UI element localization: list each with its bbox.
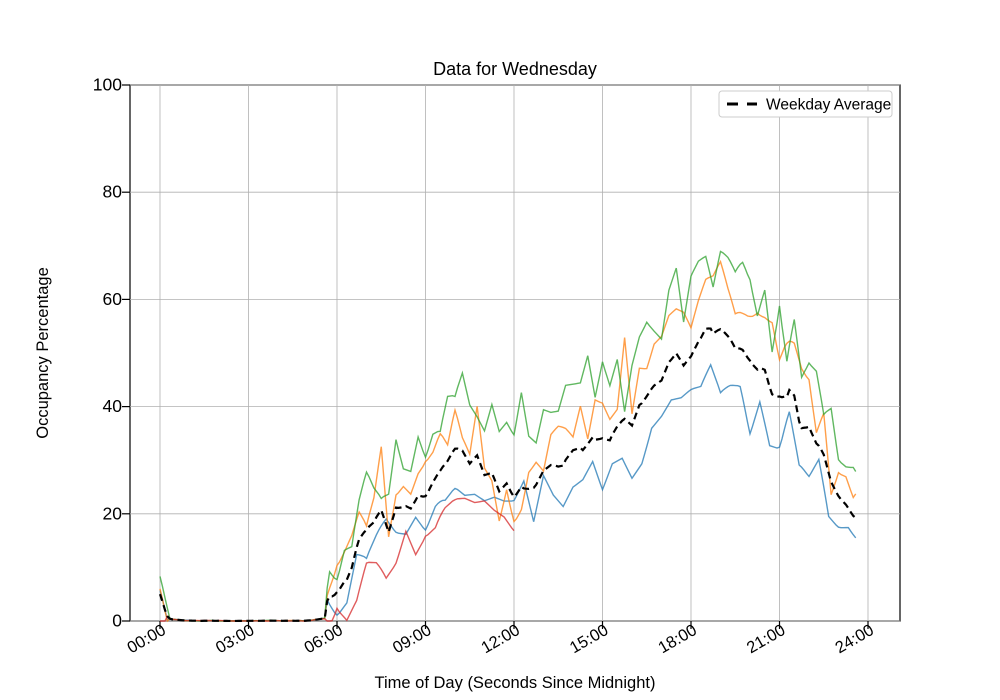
svg-text:Occupancy Percentage: Occupancy Percentage [34,267,52,439]
svg-text:60: 60 [103,289,123,309]
svg-text:80: 80 [103,182,123,202]
svg-text:100: 100 [93,75,122,95]
svg-text:20: 20 [103,503,123,523]
svg-text:Data for Wednesday: Data for Wednesday [433,59,597,79]
svg-text:40: 40 [103,396,123,416]
svg-text:Time of Day (Seconds Since Mid: Time of Day (Seconds Since Midnight) [375,674,656,692]
svg-text:Weekday Average: Weekday Average [766,97,891,114]
svg-text:0: 0 [112,611,122,631]
